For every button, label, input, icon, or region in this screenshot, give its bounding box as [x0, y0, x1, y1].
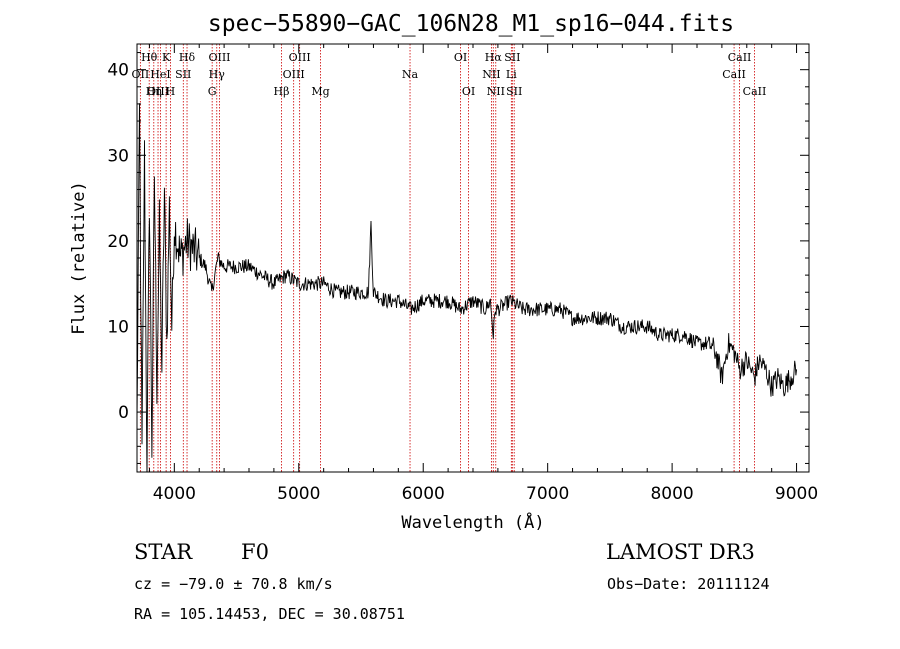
line-label-22: Li [506, 68, 517, 81]
x-tick-label-1: 5000 [277, 484, 320, 504]
x-tick-label-2: 6000 [402, 484, 445, 504]
coordinates: RA = 105.14453, DEC = 30.08751 [134, 605, 405, 623]
line-label-27: CaII [743, 85, 767, 98]
line-label-14: OIII [283, 68, 305, 81]
line-label-4: HeI [150, 68, 170, 81]
object-subclass: F0 [241, 540, 269, 564]
redshift-cz: cz = −79.0 ± 70.8 km/s [134, 575, 333, 593]
line-label-24: SII [506, 85, 522, 98]
line-label-12: Hβ [274, 85, 290, 98]
line-label-19: Hα [485, 51, 503, 64]
line-label-9: OIII [208, 51, 230, 64]
spectrum-line [137, 103, 798, 472]
line-label-2: OIII [147, 85, 169, 98]
object-class: STAR [134, 540, 193, 564]
x-tick-label-3: 7000 [526, 484, 569, 504]
x-axis-label: Wavelength (Å) [401, 511, 544, 533]
y-tick-label-4: 40 [107, 61, 129, 81]
y-tick-label-1: 10 [107, 317, 129, 337]
line-label-26: CaII [722, 68, 746, 81]
line-label-21: NII [482, 68, 500, 81]
spectral-line-labels: Hθ OII OIII K HeI Hη SII H Hδ OIII Hγ G Hβ OIII OIII Mg… [132, 51, 767, 98]
line-label-3: K [162, 51, 171, 64]
line-label-16: Na [402, 68, 419, 81]
line-label-15: Mg [311, 85, 329, 98]
y-tick-label-0: 0 [118, 403, 129, 423]
spectrum-series [137, 103, 798, 472]
line-label-20: SII [504, 51, 520, 64]
spectral-line-markers [139, 44, 755, 472]
line-label-25: CaII [728, 51, 752, 64]
line-label-7: H [166, 85, 176, 98]
observation-date: Obs−Date: 20111124 [607, 575, 770, 593]
chart-title: spec−55890−GAC_106N28_M1_sp16−044.fits [208, 11, 734, 37]
x-tick-label-0: 4000 [153, 484, 196, 504]
survey-name: LAMOST DR3 [606, 540, 755, 564]
axis-ticks: 4000 5000 6000 7000 8000 9000 0 10 20 30 40 [107, 44, 818, 504]
y-tick-label-3: 30 [107, 146, 129, 166]
x-tick-label-4: 8000 [650, 484, 693, 504]
line-label-10: Hγ [209, 68, 226, 81]
line-label-23: NII [487, 85, 505, 98]
plot-frame [136, 43, 810, 473]
line-label-6: SII [175, 68, 191, 81]
y-tick-label-2: 20 [107, 232, 129, 252]
x-tick-label-5: 9000 [775, 484, 818, 504]
line-label-13: OIII [289, 51, 311, 64]
line-label-17: OI [454, 51, 467, 64]
y-axis-label: Flux (relative) [69, 181, 89, 335]
line-label-18: OI [462, 85, 475, 98]
line-label-11: G [208, 85, 217, 98]
line-label-8: Hδ [179, 51, 196, 64]
line-label-0: Hθ [141, 51, 158, 64]
line-label-5: Hη [146, 85, 162, 98]
line-label-1: OII [132, 68, 150, 81]
